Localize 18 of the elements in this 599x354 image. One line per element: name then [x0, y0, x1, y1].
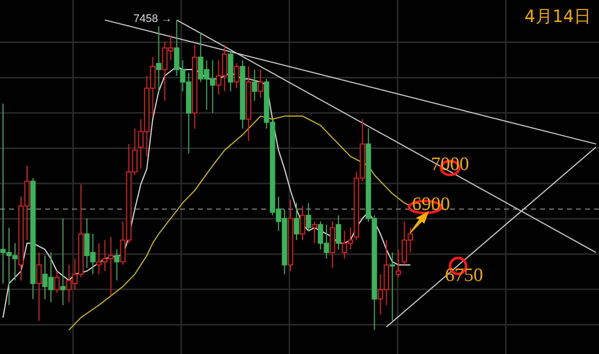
candlestick: [258, 69, 264, 98]
candlestick: [396, 248, 401, 278]
chart-title: 4月14日: [524, 7, 591, 27]
candlestick: [252, 69, 258, 102]
candlestick: [336, 214, 342, 250]
candlestick: [300, 206, 306, 241]
candlestick: [36, 252, 42, 322]
annotation: 6750: [445, 265, 483, 286]
candlestick: [294, 202, 300, 241]
candlestick: [60, 218, 66, 306]
candlestick: [312, 221, 318, 244]
candlestick: [234, 62, 240, 89]
candlestick: [390, 252, 395, 322]
annotation: 7458 →: [133, 13, 172, 25]
candlestick: [306, 202, 312, 232]
candlestick: [156, 26, 162, 92]
candlestick: [114, 248, 120, 281]
candlestick: [54, 270, 60, 294]
